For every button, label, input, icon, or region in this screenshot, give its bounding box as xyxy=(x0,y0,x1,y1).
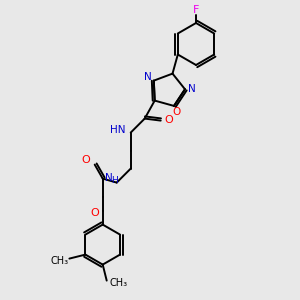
Text: N: N xyxy=(105,172,112,183)
Text: N: N xyxy=(144,72,152,82)
Text: O: O xyxy=(172,107,181,118)
Text: F: F xyxy=(193,5,199,15)
Text: CH₃: CH₃ xyxy=(110,278,128,288)
Text: O: O xyxy=(90,208,99,218)
Text: CH₃: CH₃ xyxy=(50,256,68,266)
Text: O: O xyxy=(164,115,173,124)
Text: H: H xyxy=(111,176,118,185)
Text: HN: HN xyxy=(110,124,126,135)
Text: O: O xyxy=(81,154,90,165)
Text: N: N xyxy=(188,84,196,94)
